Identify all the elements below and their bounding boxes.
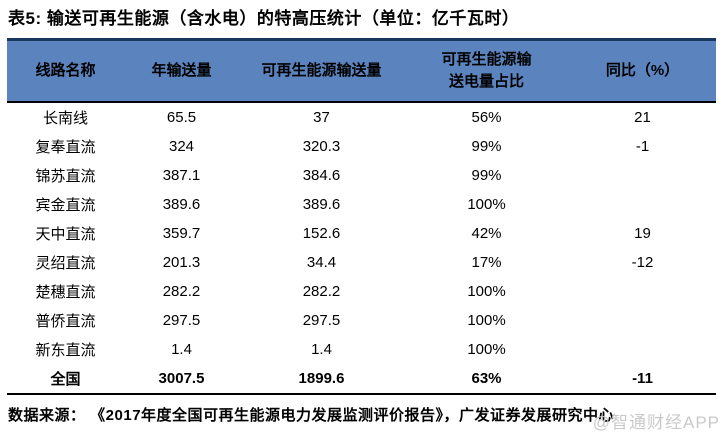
table-cell-name: 新东直流 [35, 341, 96, 359]
table-cell-annual: 387.1 [162, 166, 201, 184]
table-body: 长南线 65.5 37 56% 21 复奉直流 324 320.3 99% -1 锦苏直流 387.1… [7, 102, 716, 395]
table-cell-renewable: 1.4 [311, 340, 332, 358]
table-cell-name: 复奉直流 [35, 138, 96, 156]
uhv-statistics-table: 线路名称 年输送量 可再生能源输送量 可再生能源输 送电量占比 同比（%） 长南… [7, 38, 716, 395]
table-cell-yoy: 21 [634, 108, 651, 126]
header-cell-renewable-share: 可再生能源输 送电量占比 [404, 38, 569, 103]
table-cell-renewable: 384.6 [302, 166, 341, 184]
header-cell-yoy: 同比（%） [569, 38, 716, 103]
table-cell-name: 普侨直流 [35, 312, 96, 330]
table-row: 复奉直流 324 320.3 99% -1 [7, 132, 716, 161]
table-cell-renewable: 389.6 [302, 195, 341, 213]
table-cell-share: 99% [471, 137, 502, 155]
table-cell-share: 100% [467, 282, 506, 300]
table-cell-annual: 3007.5 [124, 363, 239, 395]
table-cell-annual: 282.2 [162, 282, 201, 300]
table-cell-yoy: 19 [634, 224, 651, 242]
table-cell-renewable: 320.3 [302, 137, 341, 155]
table-row: 楚穗直流 282.2 282.2 100% [7, 277, 716, 306]
table-row: 天中直流 359.7 152.6 42% 19 [7, 219, 716, 248]
table-cell-yoy: -1 [635, 137, 650, 155]
table-row: 锦苏直流 387.1 384.6 99% [7, 161, 716, 190]
table-cell-yoy [569, 277, 716, 306]
table-cell-name: 天中直流 [35, 225, 96, 243]
table-cell-yoy: -11 [569, 363, 716, 395]
table-cell-renewable: 282.2 [302, 282, 341, 300]
table-cell-share: 17% [471, 253, 502, 271]
table-cell-yoy [569, 190, 716, 219]
table-cell-name: 宾金直流 [35, 196, 96, 214]
table-row: 宾金直流 389.6 389.6 100% [7, 190, 716, 219]
table-title: 表5: 输送可再生能源（含水电）的特高压统计（单位：亿千瓦时） [8, 9, 520, 28]
table-cell-name: 长南线 [42, 109, 88, 127]
header-cell-line-name: 线路名称 [7, 38, 124, 103]
table-cell-annual: 201.3 [162, 253, 201, 271]
table-cell-annual: 1.4 [171, 340, 192, 358]
table-cell-share: 100% [467, 195, 506, 213]
table-cell-annual: 65.5 [166, 108, 197, 126]
header-cell-renewable-share-line1: 可再生能源输 [441, 50, 532, 68]
table-cell-annual: 324 [168, 137, 195, 155]
table-cell-share: 63% [404, 363, 569, 395]
table-cell-share: 99% [471, 166, 502, 184]
table-cell-share: 42% [471, 224, 502, 242]
table-cell-name: 楚穗直流 [35, 283, 96, 301]
table-cell-renewable: 34.4 [306, 253, 337, 271]
table-cell-renewable: 152.6 [302, 224, 341, 242]
table-row: 新东直流 1.4 1.4 100% [7, 335, 716, 364]
table-cell-name: 全国 [7, 363, 124, 395]
table-cell-yoy [569, 306, 716, 335]
table-cell-share: 56% [471, 108, 502, 126]
table-cell-annual: 389.6 [162, 195, 201, 213]
footer-source: 数据来源： 《2017年度全国可再生能源电力发展监测评价报告》，广发证券发展研究… [8, 406, 615, 424]
header-cell-annual-volume: 年输送量 [124, 38, 239, 103]
table-cell-yoy [569, 335, 716, 364]
table-cell-name: 锦苏直流 [35, 167, 96, 185]
table-cell-renewable: 37 [313, 108, 330, 126]
table-row: 普侨直流 297.5 297.5 100% [7, 306, 716, 335]
total-row: 全国 3007.5 1899.6 63% -11 [7, 363, 716, 395]
table-cell-yoy: -12 [631, 253, 654, 271]
table-cell-annual: 297.5 [162, 311, 201, 329]
table-cell-yoy [569, 161, 716, 190]
table-cell-annual: 359.7 [162, 224, 201, 242]
header-row: 线路名称 年输送量 可再生能源输送量 可再生能源输 送电量占比 同比（%） [7, 38, 716, 103]
table-row: 灵绍直流 201.3 34.4 17% -12 [7, 248, 716, 277]
table-row: 长南线 65.5 37 56% 21 [7, 102, 716, 132]
table-cell-renewable: 1899.6 [239, 363, 404, 395]
header-cell-renewable-volume: 可再生能源输送量 [239, 38, 404, 103]
table-cell-share: 100% [467, 311, 506, 329]
header-cell-renewable-share-line2: 送电量占比 [448, 72, 524, 90]
table-cell-share: 100% [467, 340, 506, 358]
table-cell-name: 灵绍直流 [35, 254, 96, 272]
table-cell-renewable: 297.5 [302, 311, 341, 329]
